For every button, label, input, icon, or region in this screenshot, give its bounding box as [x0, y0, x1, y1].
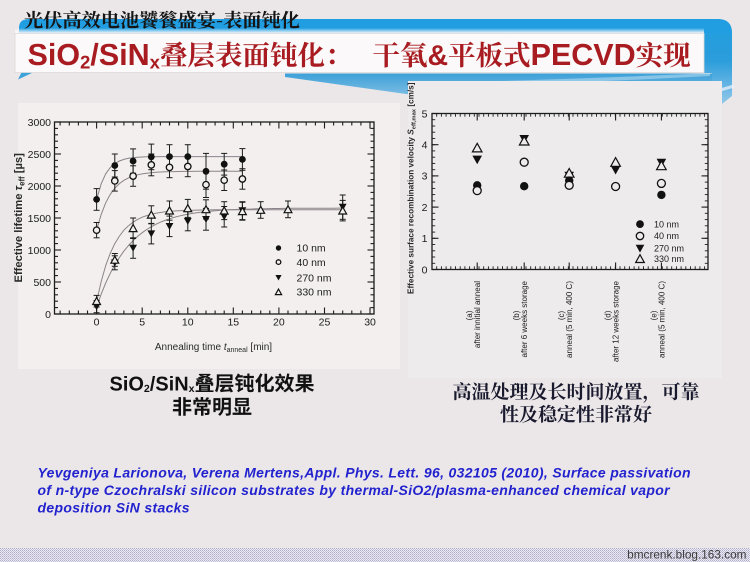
- svg-text:0: 0: [94, 317, 100, 329]
- svg-text:3000: 3000: [28, 117, 52, 129]
- svg-text:(a): (a): [465, 310, 474, 320]
- svg-text:after innitial anneal: after innitial anneal: [473, 281, 482, 348]
- svg-text:2500: 2500: [28, 149, 52, 161]
- svg-text:10: 10: [182, 317, 194, 329]
- svg-text:10 nm: 10 nm: [297, 243, 326, 255]
- svg-text:anneal (5 min, 400 C): anneal (5 min, 400 C): [657, 281, 666, 358]
- svg-text:5: 5: [139, 317, 145, 329]
- svg-text:0: 0: [45, 309, 51, 321]
- svg-text:10 nm: 10 nm: [654, 219, 679, 229]
- svg-text:2000: 2000: [28, 181, 52, 193]
- svg-text:3: 3: [422, 171, 428, 183]
- svg-text:bmcrenk.blog.163.com: bmcrenk.blog.163.com: [627, 548, 747, 562]
- svg-text:Effective surface recombinatio: Effective surface recombination velocity…: [407, 82, 418, 294]
- svg-text:500: 500: [33, 277, 51, 289]
- svg-text:25: 25: [319, 317, 331, 329]
- svg-text:1000: 1000: [28, 245, 52, 257]
- svg-text:of n-type Czochralski silicon: of n-type Czochralski silicon substrates…: [38, 482, 672, 498]
- svg-text:Annealing time tanneal [min]: Annealing time tanneal [min]: [155, 342, 272, 354]
- svg-text:(d): (d): [604, 310, 613, 320]
- svg-text:after 6 weeks storage: after 6 weeks storage: [520, 280, 529, 357]
- svg-text:15: 15: [227, 317, 239, 329]
- svg-text:Yevgeniya Larionova, Verena Me: Yevgeniya Larionova, Verena Mertens,Appl…: [38, 465, 691, 481]
- svg-text:0: 0: [422, 264, 428, 276]
- svg-text:270 nm: 270 nm: [297, 272, 332, 284]
- svg-text:1: 1: [422, 233, 428, 245]
- svg-text:Effective lifetime τeff [µs]: Effective lifetime τeff [µs]: [13, 153, 26, 283]
- svg-text:30: 30: [364, 317, 376, 329]
- svg-text:20: 20: [273, 317, 285, 329]
- svg-text:(c): (c): [557, 311, 566, 321]
- svg-text:40 nm: 40 nm: [654, 231, 679, 241]
- svg-text:40 nm: 40 nm: [297, 257, 326, 269]
- svg-text:(b): (b): [512, 310, 521, 320]
- svg-text:2: 2: [422, 202, 428, 214]
- svg-text:4: 4: [422, 140, 428, 152]
- svg-text:5: 5: [422, 108, 428, 120]
- svg-text:270 nm: 270 nm: [654, 244, 684, 254]
- svg-text:(e): (e): [649, 310, 658, 320]
- svg-text:anneal (5 min, 400 C): anneal (5 min, 400 C): [565, 281, 574, 358]
- svg-text:after 12 weeks storage: after 12 weeks storage: [612, 280, 621, 361]
- svg-text:deposition SiN stacks: deposition SiN stacks: [38, 500, 190, 516]
- svg-text:330 nm: 330 nm: [297, 287, 332, 299]
- svg-text:330 nm: 330 nm: [654, 254, 684, 264]
- svg-text:1500: 1500: [28, 213, 52, 225]
